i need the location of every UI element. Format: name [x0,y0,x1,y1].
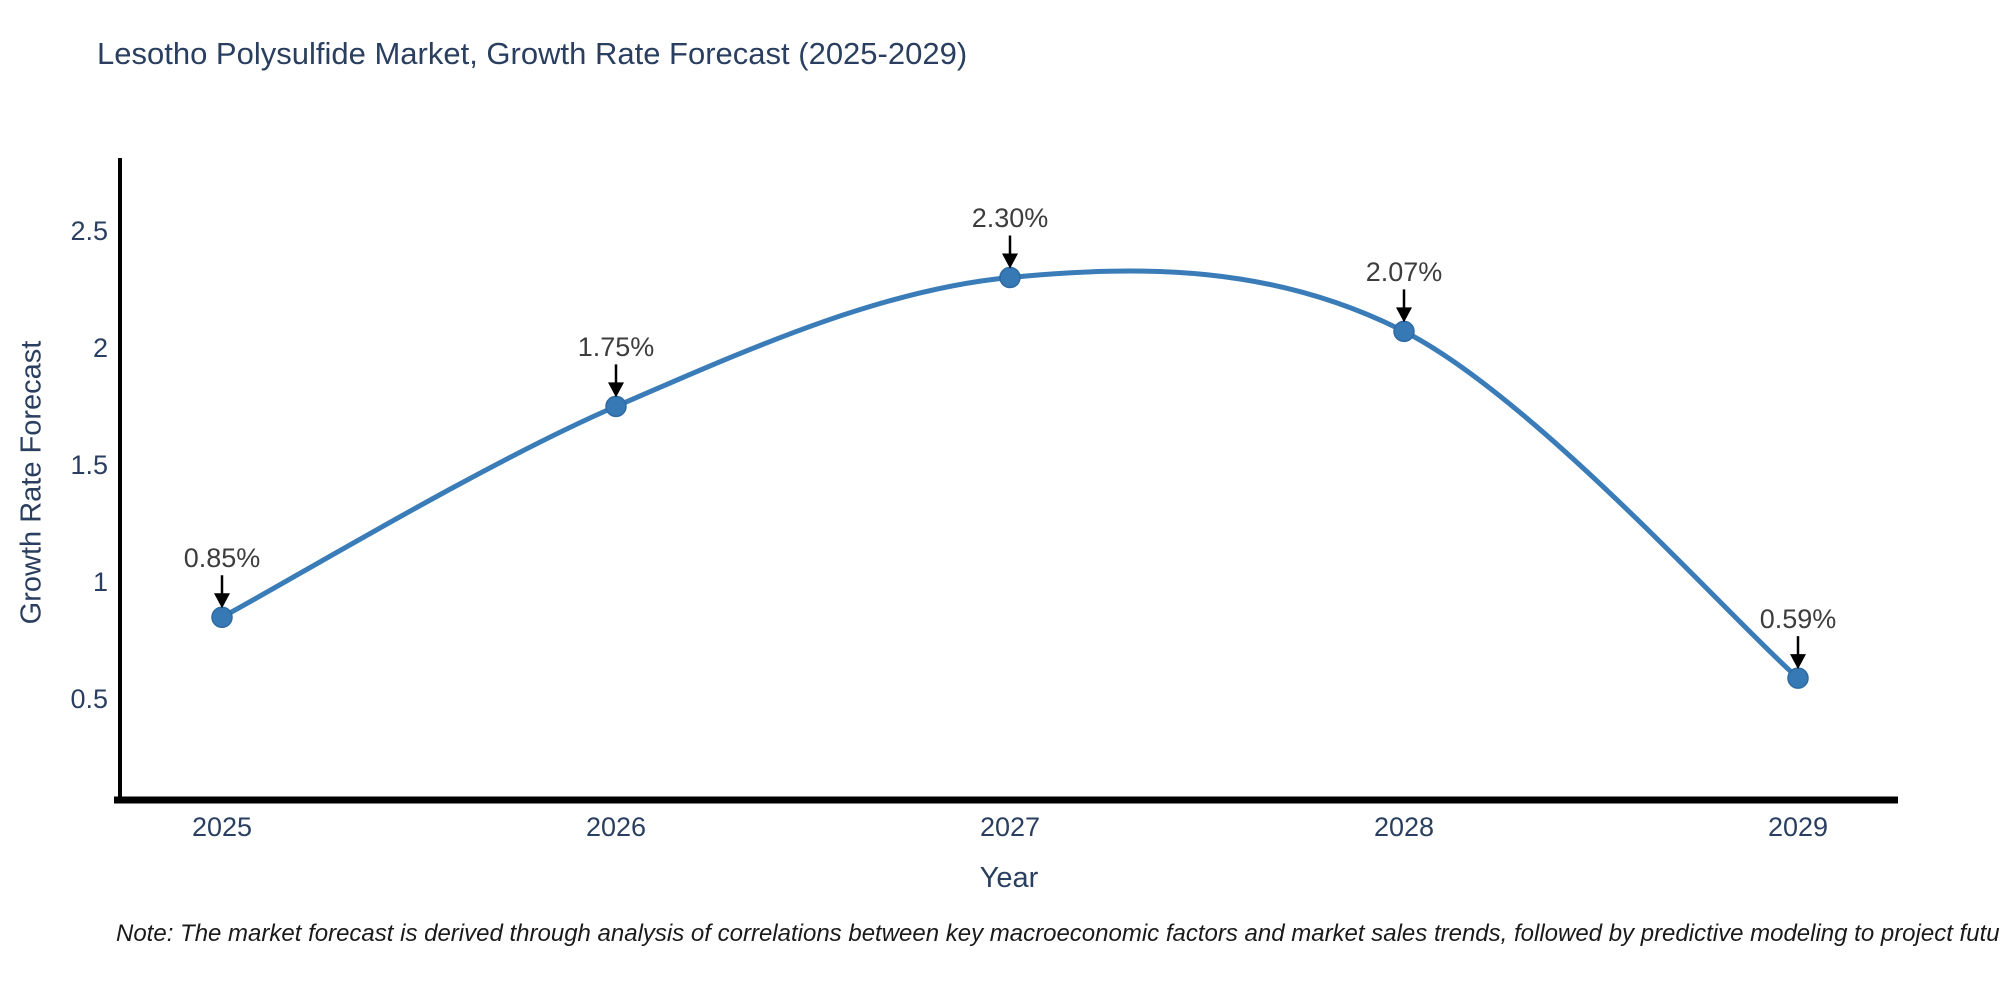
y-tick-label: 2 [92,332,108,363]
x-tick-label: 2027 [979,812,1041,842]
data-point-label: 1.75% [577,332,655,363]
y-tick-label: 2.5 [70,215,108,246]
data-point-marker [999,266,1021,289]
annotation-arrow-head [1002,253,1018,269]
forecast-line [219,268,1801,681]
x-tick-label: 2029 [1767,812,1829,842]
x-axis-title: Year [979,862,1039,894]
data-point-marker [1787,667,1809,689]
data-point-label: 0.59% [1759,604,1837,635]
data-point-marker [211,606,233,628]
annotation-arrow-head [214,593,230,609]
annotation-arrow-head [1396,307,1412,323]
y-tick-label: 1.5 [70,449,108,480]
y-tick-label: 1 [92,567,108,598]
y-tick-label: 0.5 [70,684,108,715]
x-tick-label: 2026 [585,812,647,842]
data-point-label: 2.07% [1365,257,1443,288]
chart-title: Lesotho Polysulfide Market, Growth Rate … [97,36,968,71]
x-tick-label: 2028 [1373,812,1435,842]
data-point-label: 2.30% [971,203,1049,234]
annotation-arrow-head [608,382,624,398]
data-point-label: 0.85% [183,543,261,574]
chart-footnote: Note: The market forecast is derived thr… [116,920,2000,947]
annotation-arrow-head [1790,654,1806,670]
data-point-marker [1393,320,1415,343]
data-point-marker [605,395,627,418]
x-tick-label: 2025 [191,812,253,842]
